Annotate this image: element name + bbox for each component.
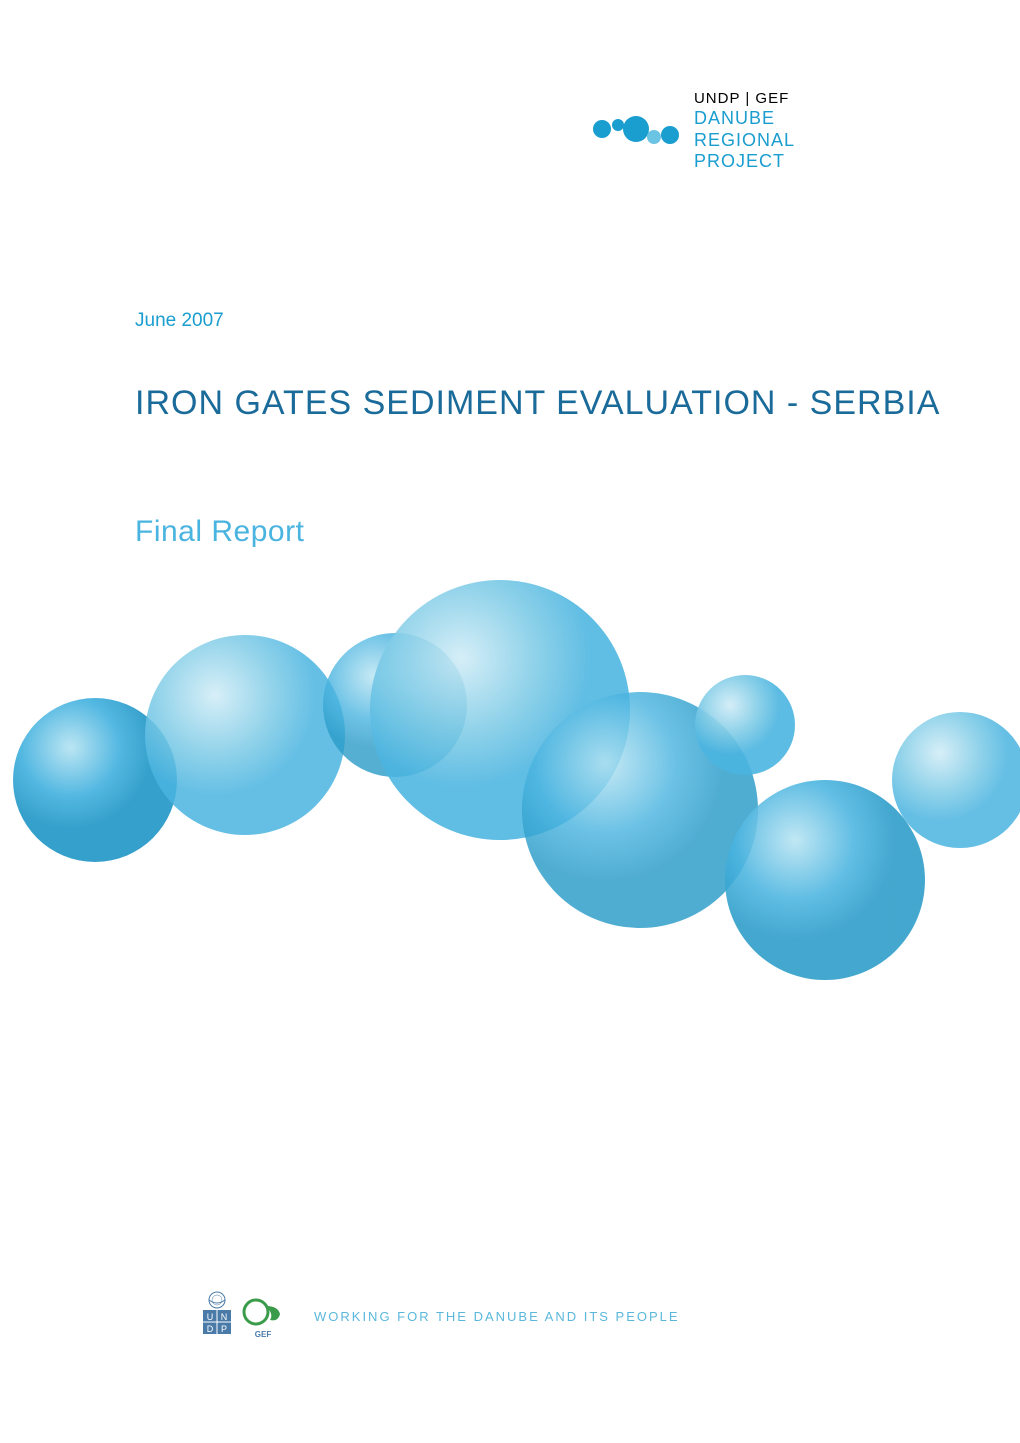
svg-text:N: N [221,1312,228,1322]
logo-text-block: UNDP | GEF DANUBE REGIONAL PROJECT [694,90,795,173]
undp-logo: U N D P [200,1290,234,1343]
svg-text:D: D [207,1324,214,1334]
svg-text:U: U [207,1312,214,1322]
document-cover-page: UNDP | GEF DANUBE REGIONAL PROJECT June … [0,0,1020,1443]
gef-logo-icon [242,1294,284,1330]
footer: U N D P GEF WORKING FOR THE DANUBE AND I… [200,1290,680,1343]
gef-label: GEF [255,1330,271,1339]
logo-project-word3: PROJECT [694,151,795,173]
undp-badge-icon: U N D P [200,1290,234,1338]
document-title: IRON GATES SEDIMENT EVALUATION - SERBIA [135,380,940,428]
logo-project-word1: DANUBE [694,108,795,130]
publication-date: June 2007 [135,310,224,332]
logo-org-name: UNDP | GEF [694,90,795,108]
footer-tagline: WORKING FOR THE DANUBE AND ITS PEOPLE [314,1309,680,1324]
logo-circles-icon [592,111,682,151]
footer-logos: U N D P GEF [200,1290,284,1343]
document-subtitle: Final Report [135,515,304,549]
decorative-circles-graphic [0,580,1020,1030]
svg-text:P: P [221,1324,227,1334]
gef-logo: GEF [242,1294,284,1339]
header-logo: UNDP | GEF DANUBE REGIONAL PROJECT [592,90,795,173]
logo-project-word2: REGIONAL [694,130,795,152]
